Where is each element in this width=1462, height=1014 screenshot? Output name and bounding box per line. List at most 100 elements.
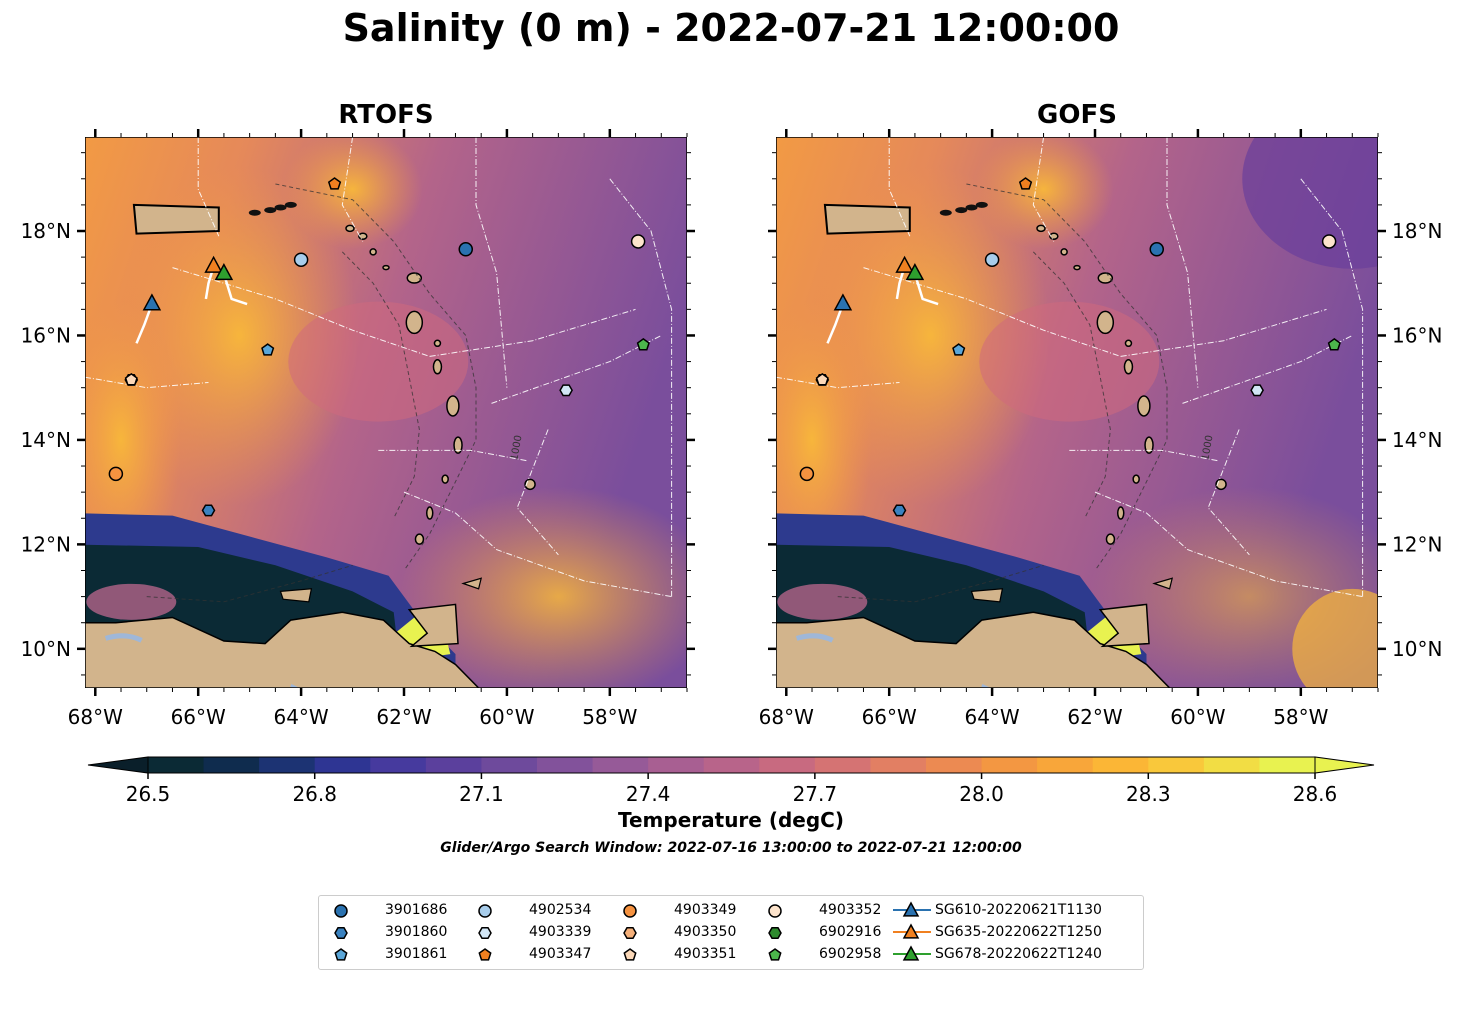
cool-patch <box>1242 137 1378 269</box>
map-rtofs: 1000 <box>85 137 687 688</box>
legend-label: 4903350 <box>674 924 737 940</box>
legend-label: SG678-20220622T1240 <box>935 946 1102 962</box>
legend-symbol <box>623 927 637 939</box>
legend-symbol <box>478 927 492 939</box>
marker-SG610-20220621T1130 <box>833 293 853 311</box>
legend-label: 4903347 <box>529 946 592 962</box>
marker-4903339 <box>1250 384 1264 397</box>
puerto-rico-land <box>823 203 911 235</box>
colorbar-segment <box>1259 757 1316 773</box>
marker-4902534 <box>984 252 1000 267</box>
legend-marker <box>478 904 492 918</box>
eez-boundary <box>341 137 364 242</box>
axes-gofs: 68°W 66°W 64°W 62°W 60°W 58°W 18°N 16°N 14°N 12°N… <box>759 129 1442 729</box>
south-america-land <box>776 611 1171 688</box>
figure-title: Salinity (0 m) - 2022-07-21 12:00:00 <box>342 6 1120 50</box>
marker-4902534 <box>293 252 309 267</box>
eez-boundary <box>197 137 220 237</box>
marker-SG635-20220622T1250 <box>204 255 223 273</box>
colorbar-segment <box>648 757 705 773</box>
marker-4903349 <box>108 466 124 482</box>
colorbar-segment <box>981 757 1038 773</box>
legend-label: 3901686 <box>385 902 448 918</box>
marker-6902958 <box>636 337 650 351</box>
glider-track <box>913 273 939 306</box>
eez-boundary <box>609 178 673 597</box>
virgin-islands-land <box>975 201 988 208</box>
marker-3901686 <box>458 242 474 257</box>
legend-label: SG635-20220622T1250 <box>935 924 1102 940</box>
antilles-island <box>1097 272 1114 284</box>
eez-boundary <box>888 137 911 237</box>
colorbar-segment <box>537 757 594 773</box>
legend-symbol <box>768 904 782 918</box>
eez-boundary <box>863 267 1121 357</box>
bathymetry-contour <box>341 251 420 519</box>
bathymetry-contour <box>1032 251 1111 519</box>
mixed-patch <box>86 583 177 620</box>
legend-symbol <box>334 904 348 918</box>
legend-marker <box>478 927 492 939</box>
legend-label: 4903351 <box>674 946 737 962</box>
legend-label: 4903352 <box>819 902 882 918</box>
marker-4903351 <box>815 372 829 386</box>
legend-symbol <box>334 927 348 939</box>
legend-symbol <box>768 948 782 961</box>
eez-boundary <box>491 335 662 404</box>
eez-boundary <box>1182 335 1353 404</box>
antilles-island <box>1124 339 1133 348</box>
marker-SG635-20220622T1250 <box>895 255 914 273</box>
legend-label: 4903339 <box>529 924 592 940</box>
eez-boundary <box>403 491 672 598</box>
legend: 3901686 3901860 3901861 4902534 4903339 49033… <box>318 895 1144 970</box>
lon-tick-label: 60°W <box>1170 705 1225 729</box>
antilles-island <box>382 264 390 271</box>
lon-tick-label: 64°W <box>964 705 1019 729</box>
antilles-island <box>1144 436 1154 454</box>
marker-3901861 <box>261 343 275 356</box>
legend-marker <box>768 948 782 961</box>
antilles-island <box>358 232 368 240</box>
legend-symbol <box>334 948 348 961</box>
lat-tick-label: 18°N <box>21 219 71 243</box>
margarita-land <box>279 588 313 603</box>
colorbar-tick-label: 26.8 <box>292 782 337 806</box>
antilles-island <box>446 395 460 417</box>
legend-label: 6902916 <box>819 924 882 940</box>
marker-4903352 <box>630 234 646 249</box>
colorbar-segment <box>1148 757 1205 773</box>
cool-patch <box>979 301 1160 422</box>
legend-symbol <box>478 904 492 918</box>
eez-boundary <box>85 376 209 389</box>
contour-label: 1000 <box>509 434 524 461</box>
virgin-islands-land <box>264 207 277 214</box>
lon-tick-label: 68°W <box>759 705 814 729</box>
virgin-islands-land <box>284 201 297 208</box>
marker-6902958 <box>1327 337 1341 351</box>
marker-3901860 <box>201 504 216 517</box>
virgin-islands-land <box>248 209 261 216</box>
warm-plume <box>1292 588 1378 688</box>
lat-tick-label: 16°N <box>1392 323 1442 347</box>
legend-symbol <box>902 923 920 939</box>
marker-SG678-20220622T1240 <box>214 263 234 281</box>
colorbar-segment <box>370 757 427 773</box>
lon-tick-label: 58°W <box>582 705 637 729</box>
lon-tick-label: 60°W <box>479 705 534 729</box>
eez-boundary <box>1032 137 1055 242</box>
lon-tick-label: 58°W <box>1273 705 1328 729</box>
lat-tick-label: 12°N <box>1392 532 1442 556</box>
colorbar-tick-label: 27.7 <box>793 782 838 806</box>
legend-marker <box>893 901 931 917</box>
legend-marker <box>623 904 637 918</box>
legend-label: 6902958 <box>819 946 882 962</box>
mixed-patch <box>777 583 868 620</box>
lon-tick-label: 62°W <box>376 705 431 729</box>
marker-4903352 <box>1321 234 1337 249</box>
legend-symbol <box>478 948 492 961</box>
lat-tick-label: 14°N <box>1392 428 1442 452</box>
lat-tick-label: 10°N <box>1392 637 1442 661</box>
marker-SG678-20220622T1240 <box>905 263 925 281</box>
colorbar-segment <box>814 757 871 773</box>
river <box>104 633 143 643</box>
